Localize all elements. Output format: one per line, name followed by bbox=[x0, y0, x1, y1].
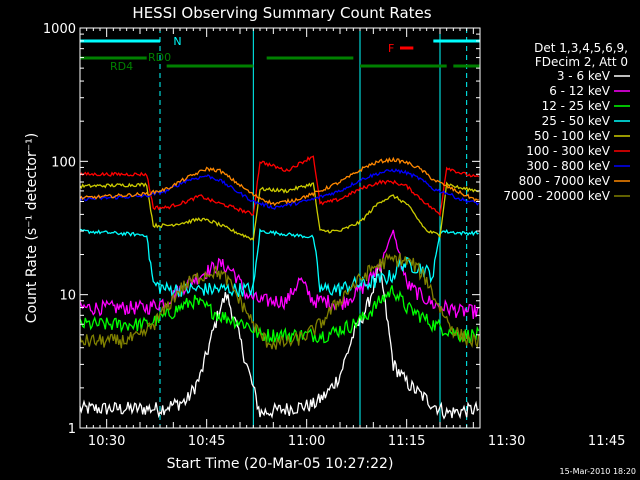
legend-header: Det 1,3,4,5,6,9, bbox=[534, 41, 628, 55]
legend-entry-label: 6 - 12 keV bbox=[549, 84, 611, 98]
legend-entry-label: 25 - 50 keV bbox=[542, 114, 611, 128]
series-line-12-25-kev bbox=[79, 285, 480, 344]
x-axis-label: Start Time (20-Mar-05 10:27:22) bbox=[167, 456, 394, 472]
legend: Det 1,3,4,5,6,9,FDecim 2, Att 03 - 6 keV… bbox=[503, 41, 630, 203]
y-tick-label: 1 bbox=[68, 422, 76, 437]
y-axis-label: Count Rate (s⁻¹ detector⁻¹) bbox=[24, 133, 40, 323]
x-tick-label: 11:30 bbox=[488, 434, 525, 449]
x-tick-label: 11:00 bbox=[288, 434, 325, 449]
legend-entry-label: 100 - 300 keV bbox=[526, 144, 610, 158]
y-tick-label: 10 bbox=[59, 289, 76, 304]
series-line-50-100-kev bbox=[79, 181, 479, 242]
annotation-labels: N F RD0 RD4 bbox=[110, 35, 394, 73]
legend-header: FDecim 2, Att 0 bbox=[535, 55, 628, 69]
legend-entry-label: 12 - 25 keV bbox=[542, 99, 611, 113]
series-line-300-800-kev bbox=[79, 168, 480, 210]
y-tick-label: 1000 bbox=[43, 22, 76, 37]
legend-entry-label: 300 - 800 keV bbox=[526, 159, 610, 173]
series-group bbox=[79, 155, 480, 420]
series-line-3-6-kev bbox=[79, 260, 480, 420]
legend-entry-label: 800 - 7000 keV bbox=[519, 174, 611, 188]
legend-entry-label: 3 - 6 keV bbox=[557, 69, 611, 83]
series-line-6-12-kev bbox=[79, 229, 480, 319]
x-tick-label: 11:45 bbox=[588, 434, 625, 449]
x-tick-label: 10:30 bbox=[88, 434, 125, 449]
annotation-f: F bbox=[388, 42, 394, 55]
y-ticks: 1 10 100 1000 bbox=[43, 22, 480, 437]
series-line-25-50-kev bbox=[79, 228, 479, 299]
y-tick-label: 100 bbox=[51, 155, 76, 170]
series-line-100-300-kev bbox=[79, 155, 480, 217]
annotation-rd0: RD0 bbox=[148, 51, 171, 64]
legend-entry-label: 7000 - 20000 keV bbox=[503, 189, 610, 203]
series-line-800-7000-kev bbox=[79, 156, 479, 207]
series-line-7000-20000-kev bbox=[79, 252, 480, 350]
annotation-rd4: RD4 bbox=[110, 60, 133, 73]
legend-entry-label: 50 - 100 keV bbox=[534, 129, 611, 143]
annotation-n: N bbox=[173, 35, 181, 48]
status-bars bbox=[80, 28, 480, 428]
x-tick-label: 10:45 bbox=[188, 434, 225, 449]
chart-title: HESSI Observing Summary Count Rates bbox=[132, 4, 431, 22]
footer-date: 15-Mar-2010 18:20 bbox=[560, 467, 637, 476]
x-tick-label: 11:15 bbox=[388, 434, 425, 449]
